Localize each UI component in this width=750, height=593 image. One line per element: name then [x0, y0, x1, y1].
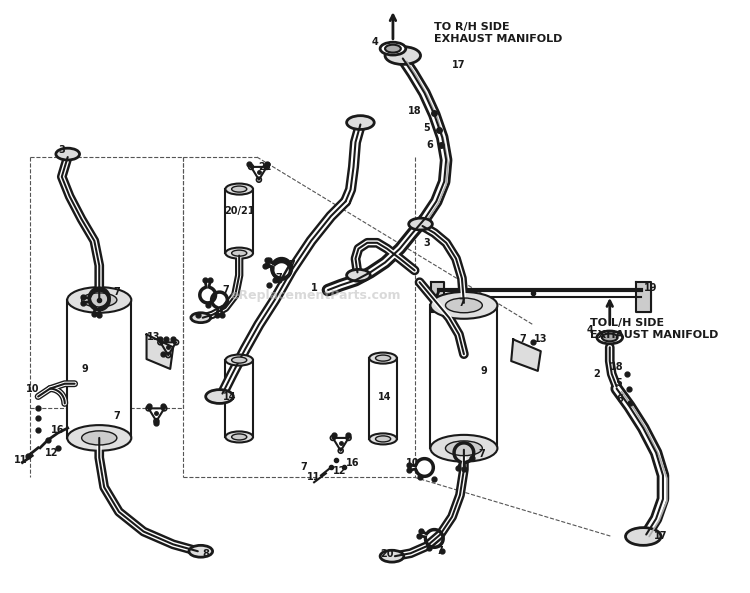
- Text: 20/21: 20/21: [224, 206, 254, 216]
- Ellipse shape: [226, 248, 253, 259]
- Text: 5: 5: [423, 123, 430, 133]
- Ellipse shape: [369, 353, 397, 364]
- Text: 7: 7: [113, 411, 120, 421]
- Ellipse shape: [226, 355, 253, 366]
- Text: 4: 4: [586, 324, 593, 334]
- Ellipse shape: [446, 298, 482, 313]
- Text: 14: 14: [223, 391, 236, 401]
- Text: 3: 3: [423, 238, 430, 248]
- Ellipse shape: [380, 550, 404, 562]
- Text: 14: 14: [378, 391, 392, 401]
- Ellipse shape: [232, 186, 247, 192]
- Bar: [369, 358, 397, 439]
- Bar: [430, 305, 497, 448]
- Text: 18: 18: [408, 106, 422, 116]
- Text: 7: 7: [222, 285, 229, 295]
- Ellipse shape: [82, 431, 117, 445]
- Ellipse shape: [446, 441, 482, 455]
- Ellipse shape: [56, 148, 80, 160]
- Bar: [226, 189, 253, 253]
- Text: 12: 12: [45, 448, 58, 458]
- Text: 22: 22: [258, 162, 272, 172]
- Ellipse shape: [376, 355, 391, 361]
- Text: 18: 18: [610, 362, 623, 372]
- Text: 8: 8: [202, 549, 209, 559]
- Ellipse shape: [68, 287, 131, 313]
- Polygon shape: [636, 282, 651, 312]
- Text: 7: 7: [288, 260, 295, 270]
- Ellipse shape: [380, 42, 406, 55]
- Ellipse shape: [602, 333, 618, 342]
- Ellipse shape: [189, 546, 212, 557]
- Text: 7: 7: [458, 298, 465, 308]
- Polygon shape: [431, 282, 444, 312]
- Text: 2: 2: [593, 369, 600, 379]
- Ellipse shape: [346, 269, 370, 281]
- Ellipse shape: [369, 433, 397, 444]
- Text: 9: 9: [480, 366, 487, 376]
- Polygon shape: [146, 334, 173, 369]
- Text: 11: 11: [13, 455, 27, 464]
- Text: 16: 16: [346, 458, 359, 467]
- Ellipse shape: [430, 435, 497, 462]
- Text: 12: 12: [333, 467, 346, 476]
- Ellipse shape: [82, 293, 117, 307]
- Ellipse shape: [626, 528, 661, 546]
- Ellipse shape: [376, 436, 391, 442]
- Ellipse shape: [232, 357, 247, 363]
- Text: 11: 11: [308, 473, 321, 482]
- Ellipse shape: [191, 313, 211, 323]
- Text: 10: 10: [406, 458, 419, 467]
- Text: 1: 1: [310, 283, 317, 293]
- Ellipse shape: [226, 432, 253, 442]
- Text: 13: 13: [534, 334, 548, 345]
- Text: 6: 6: [616, 394, 623, 403]
- Text: 9: 9: [81, 364, 88, 374]
- Ellipse shape: [346, 116, 374, 129]
- Ellipse shape: [430, 292, 497, 319]
- Ellipse shape: [232, 434, 247, 440]
- Text: 16: 16: [51, 425, 64, 435]
- Ellipse shape: [409, 218, 432, 230]
- Bar: [68, 300, 131, 438]
- Text: 19: 19: [644, 283, 658, 293]
- Text: eReplacementParts.com: eReplacementParts.com: [231, 289, 401, 301]
- Text: 10: 10: [26, 384, 39, 394]
- Text: 5: 5: [615, 378, 622, 388]
- Text: 4: 4: [372, 37, 379, 47]
- Bar: [226, 360, 253, 437]
- Polygon shape: [512, 339, 541, 371]
- Ellipse shape: [385, 47, 421, 65]
- Text: 7: 7: [478, 449, 485, 459]
- Text: 13: 13: [147, 333, 160, 342]
- Ellipse shape: [385, 44, 400, 53]
- Text: TO L/H SIDE
EXHAUST MANIFOLD: TO L/H SIDE EXHAUST MANIFOLD: [590, 318, 718, 340]
- Ellipse shape: [68, 425, 131, 451]
- Text: 7: 7: [113, 287, 120, 297]
- Text: 7: 7: [436, 546, 442, 556]
- Text: 6: 6: [426, 140, 433, 150]
- Text: 3: 3: [58, 145, 65, 155]
- Text: 17: 17: [452, 60, 466, 71]
- Ellipse shape: [226, 184, 253, 195]
- Ellipse shape: [597, 331, 622, 344]
- Ellipse shape: [232, 250, 247, 256]
- Text: 7: 7: [275, 273, 282, 283]
- Ellipse shape: [206, 390, 233, 403]
- Text: 7: 7: [301, 463, 307, 473]
- Text: 17: 17: [654, 531, 668, 541]
- Text: 20: 20: [380, 549, 394, 559]
- Text: TO R/H SIDE
EXHAUST MANIFOLD: TO R/H SIDE EXHAUST MANIFOLD: [434, 22, 562, 44]
- Text: 7: 7: [520, 334, 526, 345]
